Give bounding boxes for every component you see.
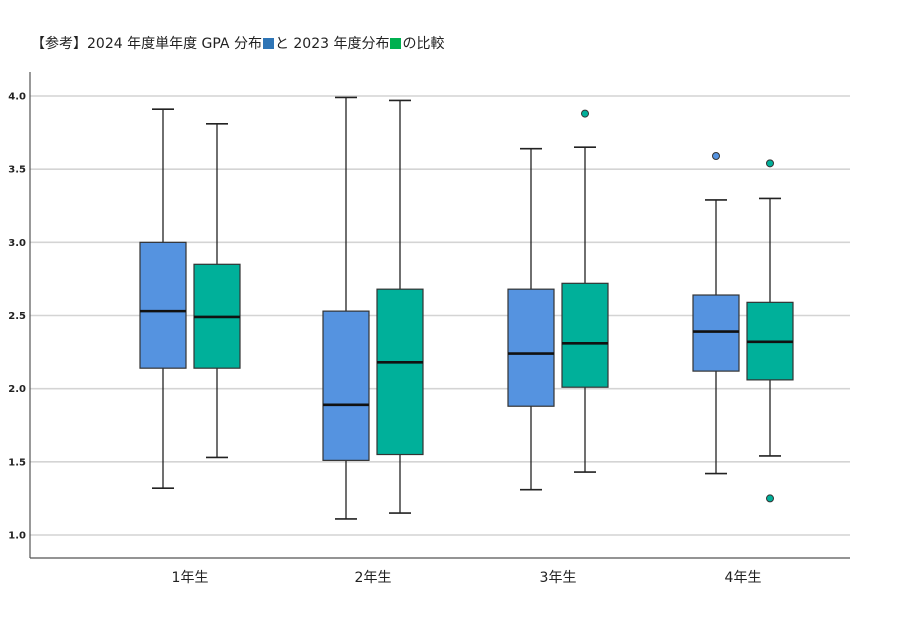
legend-swatch-2023 (390, 38, 402, 49)
x-category-label-2: 2年生 (355, 570, 392, 586)
box-iqr (507, 288, 555, 407)
box-2023-grade-4 (746, 159, 794, 503)
box-iqr (692, 294, 740, 372)
legend-swatch-2024 (262, 38, 274, 49)
box-2024-grade-3 (507, 147, 555, 491)
y-tick-label-6: 4.0 (8, 92, 26, 103)
outlier-point-0 (766, 159, 774, 168)
box-2024-grade-4 (692, 152, 740, 475)
y-tick-label-5: 3.5 (8, 165, 26, 176)
axes (29, 72, 850, 559)
chart-title: 【参考】2024 年度単年度 GPA 分布と 2023 年度分布 の比較 (31, 33, 444, 53)
box-iqr (561, 282, 609, 388)
title-part-2: と 2023 年度分布 (274, 36, 390, 52)
box-2024-grade-1 (139, 108, 187, 489)
box-iqr (376, 288, 424, 456)
y-tick-label-0: 1.0 (8, 531, 26, 542)
outlier-point-1 (766, 494, 774, 503)
box-2023-grade-3 (561, 109, 609, 473)
box-2023-grade-2 (376, 99, 424, 514)
x-category-label-3: 3年生 (540, 570, 577, 586)
y-tick-label-1: 1.5 (8, 457, 26, 468)
title-part-3: の比較 (402, 36, 445, 52)
boxes (139, 96, 794, 520)
box-iqr (139, 241, 187, 369)
y-tick-label-4: 3.0 (8, 238, 26, 249)
outlier-point-0 (712, 152, 720, 161)
y-tick-label-3: 2.5 (8, 311, 26, 322)
y-tick-label-2: 2.0 (8, 384, 26, 395)
x-category-label-4: 4年生 (725, 570, 762, 586)
box-iqr (322, 310, 370, 461)
axis-labels: 1.0 1.5 2.0 2.5 3.0 3.5 4.0 1年生 2年生 3年生 4年生 (8, 92, 761, 586)
outlier-point-0 (581, 109, 589, 118)
box-2023-grade-1 (193, 123, 241, 459)
x-category-label-1: 1年生 (172, 570, 209, 586)
title-part-1: 【参考】2024 年度単年度 GPA 分布 (31, 36, 262, 52)
box-2024-grade-2 (322, 96, 370, 520)
